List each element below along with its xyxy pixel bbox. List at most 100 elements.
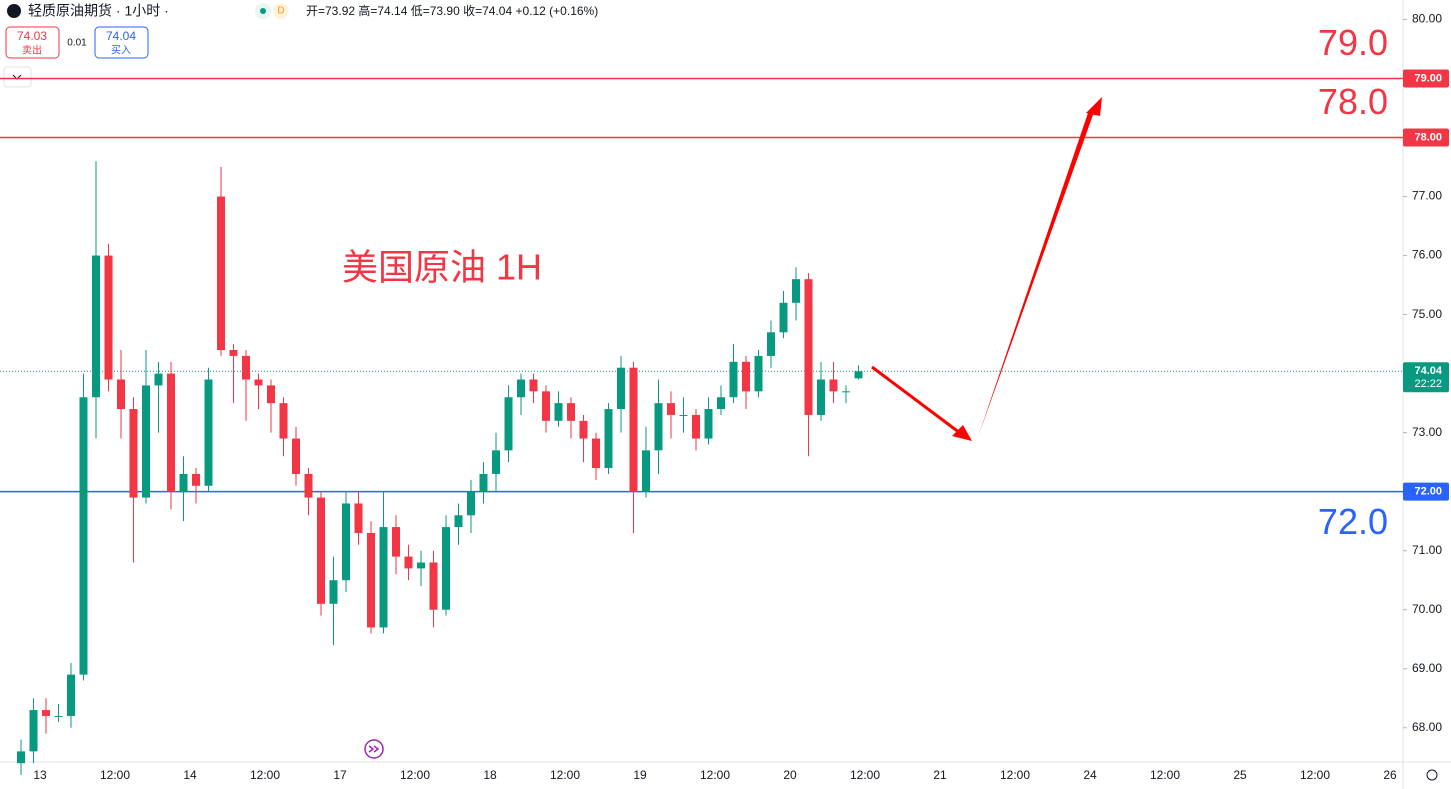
candle-body xyxy=(29,710,38,752)
event-icon-glyph xyxy=(368,745,380,753)
buy-button[interactable] xyxy=(94,26,149,59)
candle-body xyxy=(429,562,438,610)
candle-body xyxy=(417,562,425,569)
candle-body xyxy=(454,515,463,528)
x-tick-label: 12:00 xyxy=(1000,768,1030,782)
candle-body xyxy=(154,373,163,386)
y-tick-label: 80.00 xyxy=(1412,12,1442,26)
candle-body xyxy=(404,556,413,569)
candle-body xyxy=(317,497,325,604)
candle-body xyxy=(617,367,625,410)
x-tick-label: 12:00 xyxy=(1300,768,1330,782)
status-dot-inner xyxy=(260,8,266,14)
candle-body xyxy=(729,361,738,398)
candle-body xyxy=(67,674,75,716)
candle-body xyxy=(717,397,725,410)
candle-body xyxy=(192,473,200,486)
candle-body xyxy=(242,355,250,380)
x-tick-label: 12:00 xyxy=(100,768,130,782)
candle-body xyxy=(754,355,763,392)
candle-body xyxy=(792,279,800,303)
x-tick-label: 12:00 xyxy=(700,768,730,782)
y-tick-label: 70.00 xyxy=(1412,602,1442,616)
x-tick-label: 21 xyxy=(933,768,947,782)
candle-body xyxy=(742,361,750,392)
x-tick-label: 13 xyxy=(33,768,47,782)
forecast-arrows xyxy=(871,97,1102,441)
d-badge-text: D xyxy=(277,6,284,17)
ohlc-text: 开=73.92 高=74.14 低=73.90 收=74.04 +0.12 (+… xyxy=(306,3,598,18)
candle-body xyxy=(204,379,213,486)
y-tick-label: 69.00 xyxy=(1412,661,1442,675)
candle-body xyxy=(504,397,513,451)
x-tick-label: 19 xyxy=(633,768,647,782)
candle-body xyxy=(829,379,838,392)
price-tag-text: 72.00 xyxy=(1414,486,1442,498)
candle-body xyxy=(292,438,300,474)
candle-body xyxy=(692,414,700,439)
x-tick-label: 12:00 xyxy=(550,768,580,782)
y-tick-label: 68.00 xyxy=(1412,720,1442,734)
arrow-up xyxy=(978,110,1094,437)
candle-body xyxy=(217,196,225,351)
candle-body xyxy=(492,450,500,474)
candle-body xyxy=(129,409,138,498)
y-tick-label: 73.00 xyxy=(1412,425,1442,439)
candle-body xyxy=(267,385,275,404)
countdown: 22:22 xyxy=(1414,378,1442,390)
price-tag-text: 79.00 xyxy=(1414,72,1442,84)
level-label: 78.0 xyxy=(1318,81,1388,122)
candle-body xyxy=(279,403,288,439)
candle-body xyxy=(342,503,350,581)
collapse-button[interactable] xyxy=(3,66,32,88)
candle-body xyxy=(17,751,25,764)
settings-icon[interactable] xyxy=(1426,769,1438,781)
candle-body xyxy=(517,379,525,398)
x-tick-label: 14 xyxy=(183,768,197,782)
price-tag-text: 78.00 xyxy=(1414,131,1442,143)
y-tick-label: 71.00 xyxy=(1412,543,1442,557)
candle-body xyxy=(229,350,238,356)
buy-label: 买入 xyxy=(111,45,131,57)
x-tick-label: 12:00 xyxy=(1150,768,1180,782)
candle-body xyxy=(254,379,263,386)
y-tick-label: 77.00 xyxy=(1412,189,1442,203)
x-tick-label: 25 xyxy=(1233,768,1247,782)
candle-body xyxy=(579,420,588,439)
candle-body xyxy=(467,491,475,516)
last-price-text: 74.04 xyxy=(1414,365,1442,377)
price-tag xyxy=(1403,128,1449,147)
sell-button[interactable] xyxy=(5,26,60,59)
candle-body xyxy=(92,255,100,398)
candle-body xyxy=(479,473,488,492)
x-tick-label: 20 xyxy=(783,768,797,782)
candle-body xyxy=(104,255,113,380)
candle-body xyxy=(779,302,788,333)
arrow-down xyxy=(871,365,961,435)
arrow-head xyxy=(952,425,972,441)
candle-body xyxy=(817,379,825,415)
candle-body xyxy=(854,371,863,379)
candle-body xyxy=(167,373,175,492)
candle-body xyxy=(379,527,388,628)
candle-body xyxy=(54,715,63,717)
level-label: 79.0 xyxy=(1318,22,1388,63)
candle-body xyxy=(179,473,188,492)
candle-body xyxy=(567,403,575,421)
y-tick-label: 76.00 xyxy=(1412,248,1442,262)
candle-body xyxy=(367,532,375,628)
candle-body xyxy=(304,473,313,498)
candle-body xyxy=(554,403,563,421)
candle-body xyxy=(392,527,400,557)
last-price-tag xyxy=(1403,362,1449,393)
d-badge xyxy=(273,3,289,19)
spread: 0.01 xyxy=(67,38,87,49)
candle-body xyxy=(679,414,688,416)
candle-body xyxy=(117,379,125,410)
candle-body xyxy=(667,403,675,415)
candle-body xyxy=(704,409,713,439)
candle-body xyxy=(654,403,663,451)
x-tick-label: 12:00 xyxy=(850,768,880,782)
